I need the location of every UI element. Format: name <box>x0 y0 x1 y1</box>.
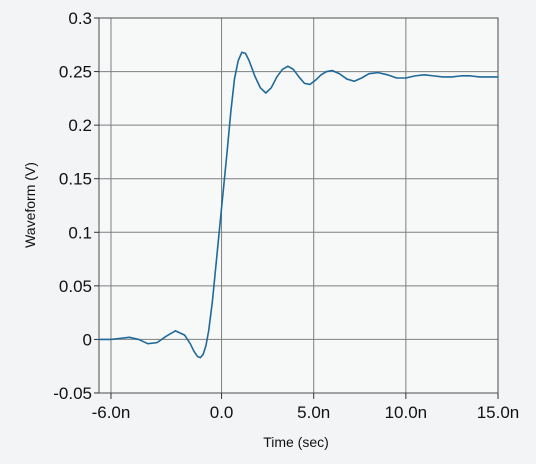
y-tick-label: 0.1 <box>68 223 92 242</box>
y-tick-label: 0.3 <box>68 9 92 28</box>
tick-marks <box>94 17 499 399</box>
plot-frame <box>98 17 499 394</box>
x-tick-label: 0.0 <box>210 403 234 422</box>
y-tick-label: 0.15 <box>59 170 92 189</box>
y-tick-label: 0.2 <box>68 116 92 135</box>
x-tick-label: 5.0n <box>297 403 330 422</box>
x-tick-label: -6.0n <box>92 403 131 422</box>
waveform-series-line <box>98 51 499 359</box>
x-tick-label: 10.0n <box>385 403 428 422</box>
x-axis-label: Time (sec) <box>263 434 329 450</box>
y-tick-label: 0.05 <box>59 277 92 296</box>
tick-labels: -0.05 0 0.05 0.1 0.15 0.2 0.25 0.3 -6.0n 0.0 5.0n 1… <box>53 9 519 422</box>
series-layer <box>98 51 499 359</box>
y-tick-label: 0 <box>83 330 92 349</box>
y-axis-label: Waveform (V) <box>22 162 38 248</box>
x-tick-label: 15.0n <box>477 403 520 422</box>
y-tick-label: 0.25 <box>59 63 92 82</box>
y-tick-label: -0.05 <box>53 384 92 403</box>
plot-area <box>99 18 498 393</box>
